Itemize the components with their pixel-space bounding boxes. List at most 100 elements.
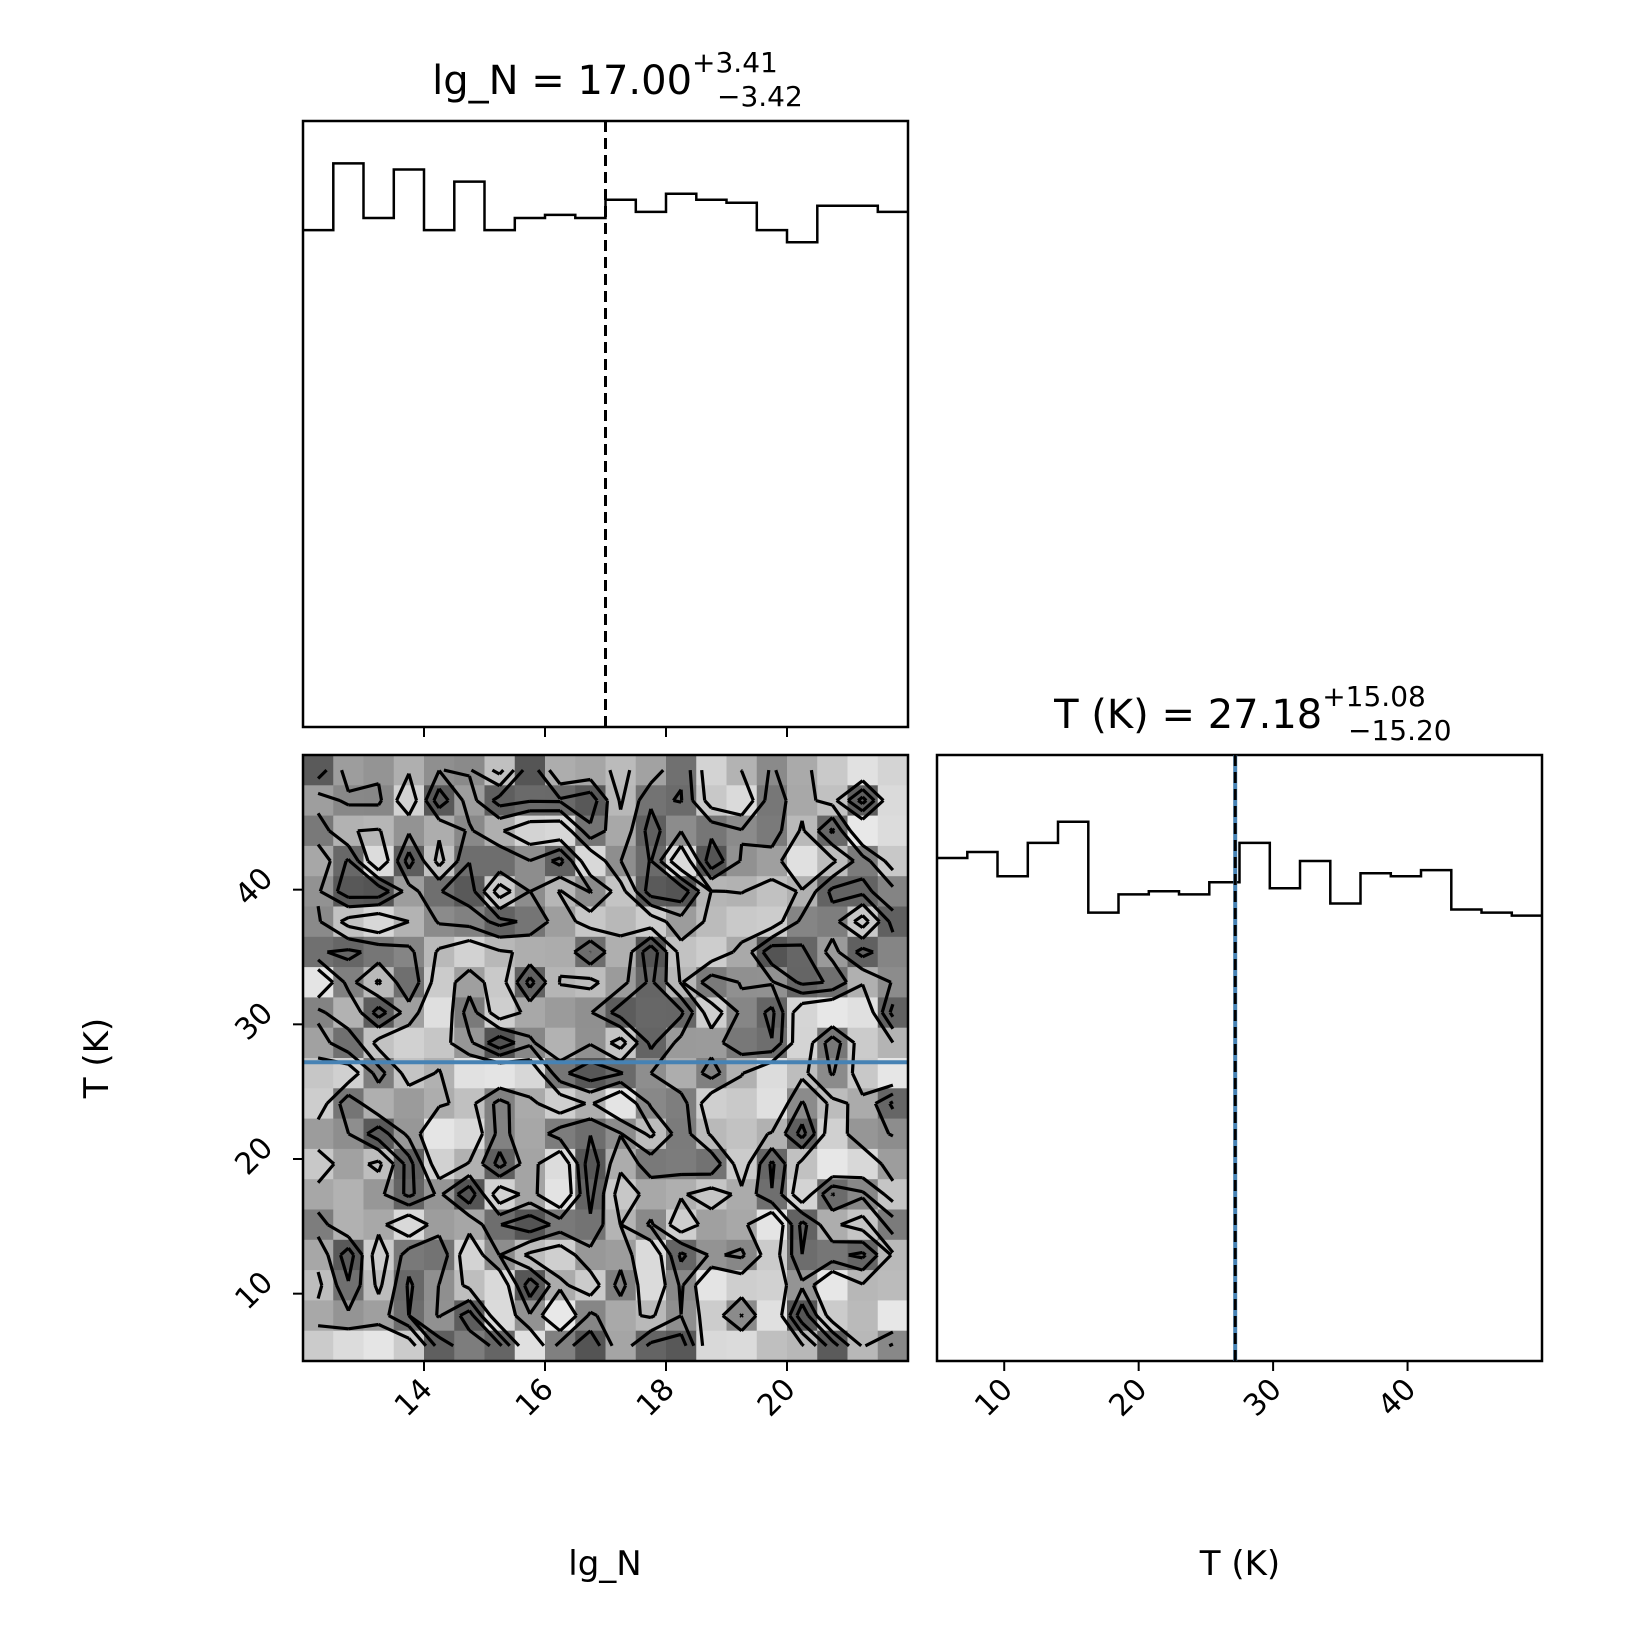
heatmap-cell	[787, 845, 818, 877]
heatmap-cell	[454, 1088, 486, 1120]
heatmap-cell	[847, 1179, 879, 1211]
heatmap-cell	[726, 1118, 758, 1150]
density-ytick-label: 30	[228, 996, 280, 1048]
heatmap-cell	[635, 967, 667, 998]
heatmap-cell	[363, 1239, 395, 1271]
lgN-title-median: 17.00	[578, 58, 693, 104]
heatmap-cell	[424, 1118, 455, 1150]
heatmap-cell	[605, 785, 637, 817]
density-xtick-label: 14	[388, 1372, 440, 1424]
T-histogram-step	[937, 820, 1542, 917]
heatmap-cell	[635, 997, 667, 1029]
heatmap-cell	[877, 967, 908, 998]
heatmap-cell	[696, 1027, 728, 1059]
heatmap-cell	[666, 936, 697, 968]
heatmap-cell	[333, 1239, 365, 1271]
lgN-hist-layer	[303, 121, 908, 737]
heatmap-cell	[454, 785, 486, 817]
heatmap-cell	[726, 906, 758, 938]
heatmap-cell	[605, 967, 637, 998]
heatmap-cells	[303, 755, 908, 1361]
heatmap-cell	[726, 815, 758, 847]
heatmap-cell	[635, 936, 667, 968]
T-xtick-label: 30	[1237, 1372, 1289, 1424]
heatmap-cell	[877, 1027, 908, 1059]
lgN-hist-axes-frame	[301, 119, 910, 729]
T-title-plus: +15.08	[1322, 680, 1426, 713]
heatmap-cell	[333, 1179, 365, 1211]
heatmap-cell	[303, 1330, 334, 1361]
heatmap-cell	[756, 1330, 788, 1361]
heatmap-cell	[787, 1148, 818, 1180]
heatmap-cell	[393, 1148, 425, 1180]
heatmap-cell	[454, 997, 486, 1029]
heatmap-cell	[877, 815, 908, 847]
heatmap-cell	[847, 1118, 879, 1150]
heatmap-cell	[666, 1179, 697, 1211]
heatmap-cell	[545, 1239, 576, 1271]
heatmap-cell	[454, 1148, 486, 1180]
heatmap-cell	[635, 1088, 667, 1120]
heatmap-cell	[484, 815, 516, 847]
heatmap-cell	[575, 1209, 607, 1241]
heatmap-cell	[393, 906, 425, 938]
heatmap-cell	[877, 755, 908, 786]
heatmap-cell	[424, 936, 455, 968]
heatmap-cell	[575, 1330, 607, 1361]
heatmap-cell	[363, 1270, 395, 1301]
T-title-label: T (K) =	[1053, 692, 1208, 738]
heatmap-cell	[363, 1179, 395, 1211]
heatmap-cell	[303, 967, 334, 998]
heatmap-cell	[363, 1330, 395, 1361]
density-xtick-label: 20	[751, 1372, 803, 1424]
x-axis-label-T: T (K)	[1199, 1544, 1280, 1584]
heatmap-cell	[393, 815, 425, 847]
heatmap-cell	[817, 1118, 849, 1150]
heatmap-cell	[817, 1027, 849, 1059]
heatmap-cell	[635, 815, 667, 847]
heatmap-cell	[726, 1088, 758, 1120]
T-title-median: 27.18	[1208, 692, 1323, 738]
heatmap-cell	[303, 1118, 334, 1150]
heatmap-cell	[333, 1330, 365, 1361]
heatmap-cell	[817, 1148, 849, 1180]
heatmap-cell	[787, 785, 818, 817]
density-ytick-label: 40	[228, 861, 280, 913]
heatmap-cell	[847, 967, 879, 998]
heatmap-cell	[484, 1179, 516, 1211]
heatmap-cell	[393, 1088, 425, 1120]
heatmap-cell	[303, 997, 334, 1029]
heatmap-cell	[514, 1300, 546, 1332]
density-xtick-label: 16	[509, 1372, 561, 1424]
panel-lgN-histogram: lg_N = 17.00+3.41 −3.42	[301, 46, 910, 737]
heatmap-cell	[575, 1027, 607, 1059]
heatmap-cell	[726, 967, 758, 998]
T-title-minus: −15.20	[1348, 714, 1452, 747]
heatmap-cell	[424, 997, 455, 1029]
heatmap-cell	[635, 1330, 667, 1361]
heatmap-cell	[424, 1088, 455, 1120]
heatmap-cell	[787, 906, 818, 938]
heatmap-cell	[877, 1209, 908, 1241]
heatmap-cell	[817, 755, 849, 786]
heatmap-cell	[303, 876, 334, 908]
heatmap-cell	[696, 1209, 728, 1241]
heatmap-cell	[514, 755, 546, 786]
heatmap-cell	[605, 997, 637, 1029]
heatmap-cell	[514, 1330, 546, 1361]
heatmap-cell	[847, 1300, 879, 1332]
heatmap-cell	[545, 936, 576, 968]
heatmap-cell	[726, 1148, 758, 1180]
heatmap-cell	[635, 1027, 667, 1059]
heatmap-cell	[575, 785, 607, 817]
heatmap-cell	[575, 1088, 607, 1120]
x-axis-label-lgN: lg_N	[568, 1544, 641, 1584]
heatmap-cell	[575, 967, 607, 998]
contour-level	[316, 768, 895, 1348]
heatmap-cell	[303, 1088, 334, 1120]
heatmap-cell	[575, 1148, 607, 1180]
heatmap-cell	[635, 1179, 667, 1211]
lgN-histogram-step	[303, 162, 908, 244]
lgN-title-minus: −3.42	[717, 80, 803, 113]
